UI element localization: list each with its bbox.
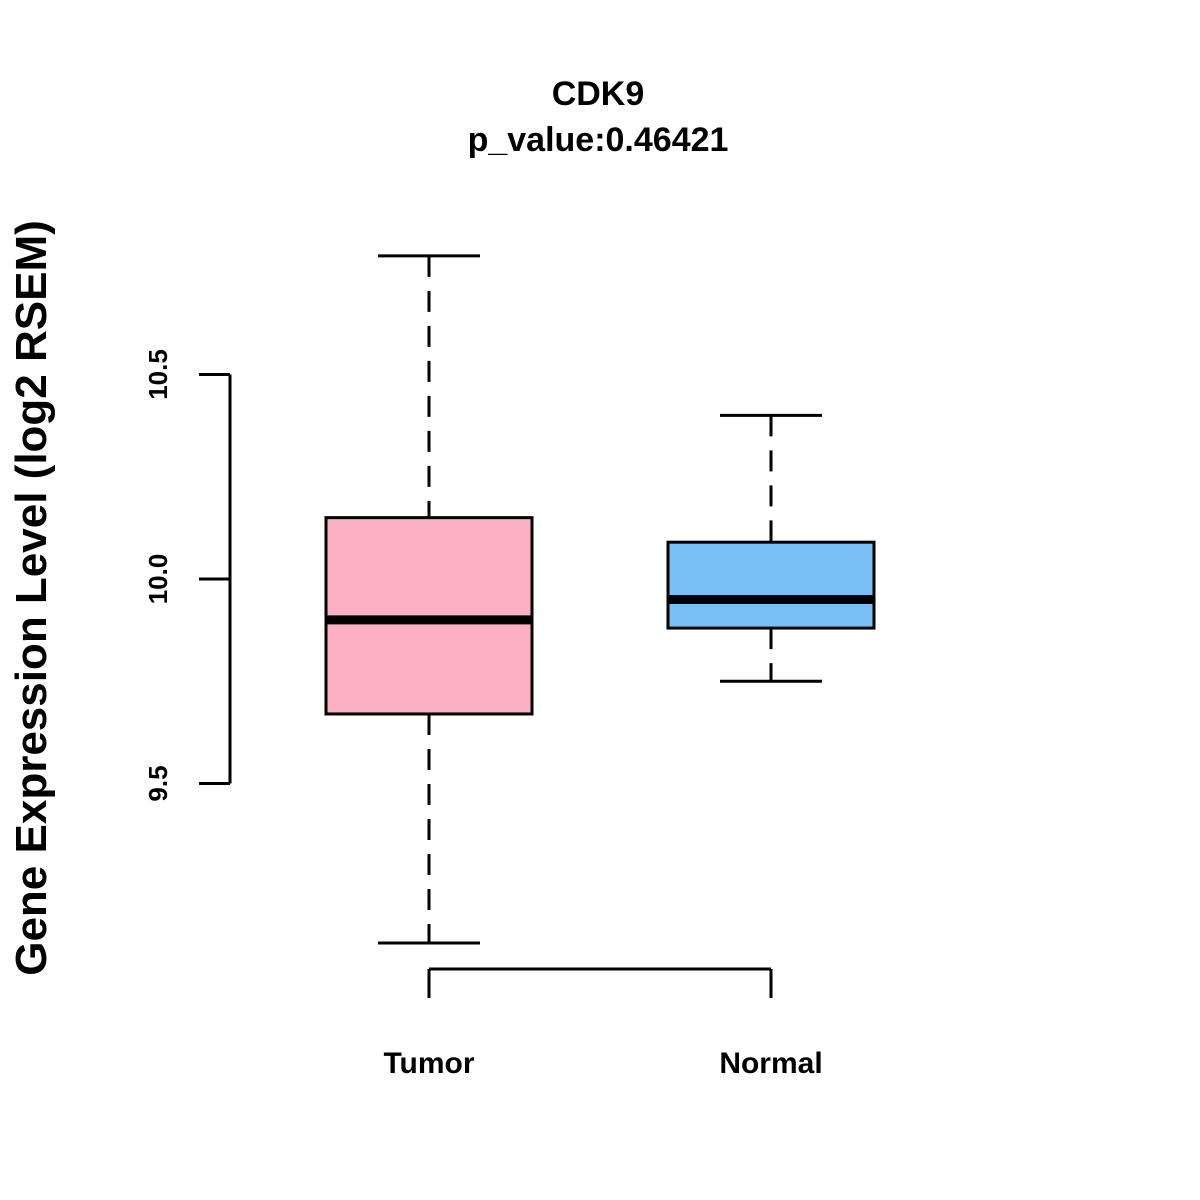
y-tick-label: 10.0: [143, 554, 173, 605]
x-tick-label: Tumor: [383, 1047, 474, 1080]
y-tick-label: 9.5: [143, 765, 173, 801]
x-tick-label: Normal: [719, 1047, 822, 1080]
y-tick-label: 10.5: [143, 349, 173, 400]
chart-title: CDK9: [552, 75, 645, 113]
box-normal: [666, 540, 876, 630]
plot-area: 9.5 10.0 10.5 Tumor Normal: [143, 254, 876, 1080]
y-axis-label: Gene Expression Level (log2 RSEM): [7, 220, 56, 976]
chart-subtitle: p_value:0.46421: [468, 121, 729, 159]
